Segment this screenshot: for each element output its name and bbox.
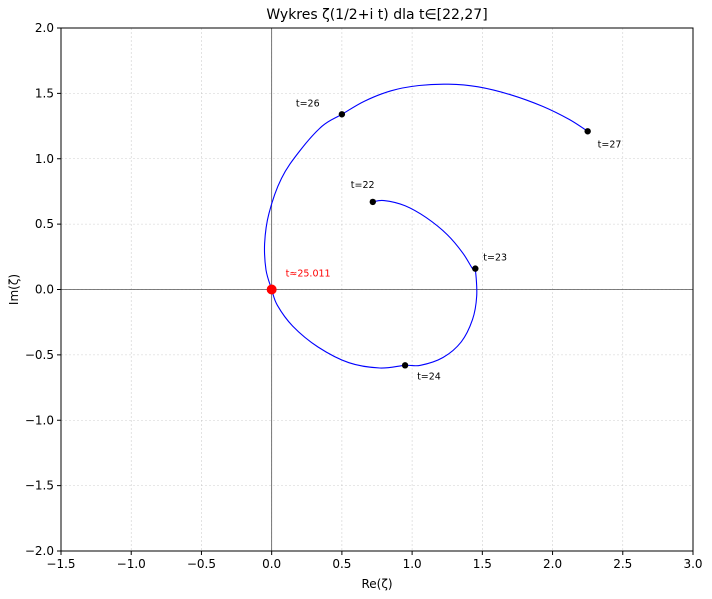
sample-point-label: t=23 <box>483 253 507 264</box>
y-tick-label: 0.0 <box>35 283 54 297</box>
ticks-layer: −1.5 −1.0 −0.5 0.0 0.5 1.0 1.5 2.0 2.5 3.0−2.0−1.… <box>25 21 703 571</box>
sample-point-label: t=26 <box>296 98 320 109</box>
sample-point-label: t=22 <box>351 180 375 191</box>
chart-title: Wykres ζ(1/2+i t) dla t∈[22,27] <box>266 7 487 23</box>
sample-point-marker <box>401 362 409 369</box>
x-tick-label: −1.5 <box>46 557 75 571</box>
x-tick-label: 0.5 <box>332 557 351 571</box>
sample-point-marker <box>584 128 591 135</box>
x-tick-label: 3.0 <box>683 557 702 571</box>
y-tick-label: 1.5 <box>35 86 54 100</box>
y-tick-label: −1.0 <box>25 413 54 427</box>
x-tick-label: −1.0 <box>117 557 146 571</box>
zero-point-label: t≈25.011 <box>286 269 331 280</box>
sample-point-marker <box>369 198 376 206</box>
sample-point-marker <box>338 111 346 118</box>
points-layer: t=22 t=23 t=24 t=26 t=27 t≈25.011 <box>266 98 622 382</box>
x-tick-label: 0.0 <box>262 557 281 571</box>
curve-layer <box>263 83 588 369</box>
sample-point-label: t=24 <box>417 371 441 382</box>
x-tick-label: −0.5 <box>187 557 216 571</box>
x-tick-label: 2.0 <box>543 557 562 571</box>
y-axis-label: Im(ζ) <box>7 274 21 305</box>
zeta-curve-line <box>263 83 588 369</box>
x-tick-label: 2.5 <box>613 557 632 571</box>
x-axis-label: Re(ζ) <box>361 577 392 591</box>
y-tick-label: −0.5 <box>25 348 54 362</box>
y-tick-label: −1.5 <box>25 479 54 493</box>
sample-point-marker <box>472 265 479 272</box>
zero-axes <box>61 28 693 551</box>
y-tick-label: 1.0 <box>35 152 54 166</box>
zero-point-marker <box>266 284 277 295</box>
y-tick-label: −2.0 <box>25 544 54 558</box>
x-tick-label: 1.0 <box>403 557 422 571</box>
sample-point-label: t=27 <box>598 139 622 150</box>
y-tick-label: 2.0 <box>35 21 54 35</box>
y-tick-label: 0.5 <box>35 217 54 231</box>
x-tick-label: 1.5 <box>473 557 492 571</box>
